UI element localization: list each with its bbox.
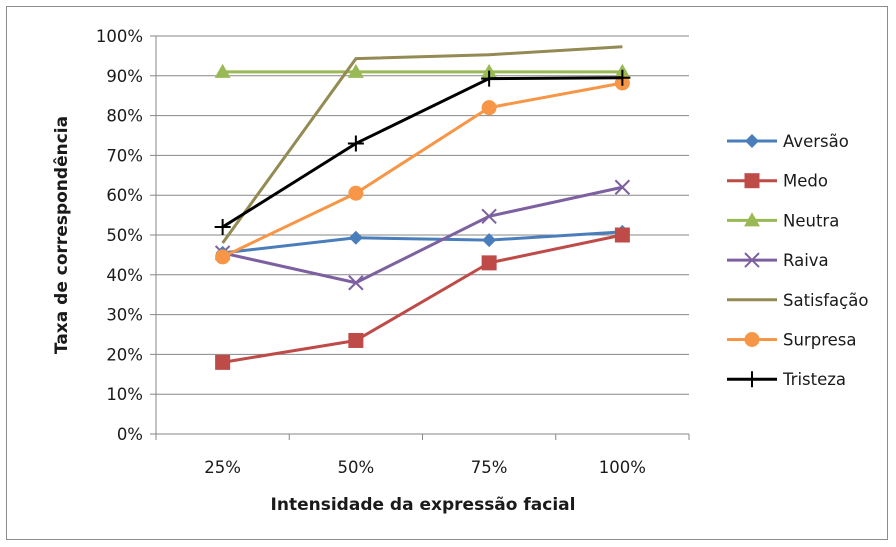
chart-frame: 0% 10% 20% 30% 40% 50% 60% 70% 80% 90% 100% 25% 50% 7…	[6, 6, 888, 540]
legend-item-raiva: Raiva	[727, 251, 829, 270]
data-point-medo	[481, 255, 497, 271]
data-point-raiva	[481, 208, 497, 225]
x-axis-title: Intensidade da expressão facial	[271, 495, 576, 515]
y-tick-label: 20%	[106, 345, 143, 364]
data-point-raiva	[348, 275, 364, 291]
legend-item-neutra: Neutra	[727, 211, 839, 230]
data-point-neutra	[347, 63, 364, 78]
data-point-raiva	[614, 179, 631, 195]
data-point-tristeza	[347, 135, 364, 152]
series-line-raiva	[222, 185, 623, 285]
data-point-medo	[614, 227, 630, 243]
series-line-tristeza	[221, 76, 623, 229]
data-point-tristeza	[481, 70, 498, 87]
series-medo	[215, 227, 630, 370]
data-point-tristeza	[614, 69, 631, 86]
y-tick-label: 50%	[106, 226, 143, 245]
data-point-surpresa	[348, 185, 364, 201]
series-satisfacao	[221, 45, 623, 244]
y-tick-label: 70%	[106, 146, 143, 165]
line-chart: 0% 10% 20% 30% 40% 50% 60% 70% 80% 90% 100% 25% 50% 7…	[52, 27, 868, 515]
data-point-neutra	[214, 63, 231, 78]
axes: 0% 10% 20% 30% 40% 50% 60% 70% 80% 90% 100% 25% 50% 7…	[96, 27, 690, 477]
y-tick-label: 0%	[117, 425, 143, 444]
legend-item-tristeza: Tristeza	[727, 370, 846, 389]
y-tick-label: 30%	[106, 306, 143, 325]
data-point-aversao	[348, 230, 363, 245]
legend-label-medo: Medo	[783, 172, 828, 191]
legend-marker-tristeza	[744, 371, 760, 388]
legend-item-medo: Medo	[727, 172, 828, 191]
legend-marker-raiva	[744, 252, 760, 268]
legend-label-tristeza: Tristeza	[782, 370, 846, 389]
legend-item-satisfacao: Satisfação	[727, 291, 868, 310]
legend-marker-neutra	[744, 212, 760, 227]
series-line-medo	[222, 233, 623, 364]
x-tick-label: 75%	[471, 458, 508, 477]
grid-lines	[156, 35, 689, 395]
legend-label-raiva: Raiva	[783, 251, 829, 270]
y-tick-label: 10%	[106, 385, 143, 404]
y-tick-label: 80%	[106, 107, 143, 126]
series-tristeza	[214, 69, 631, 236]
series-lines	[214, 45, 631, 370]
data-point-surpresa	[215, 249, 231, 265]
series-line-satisfacao	[221, 45, 623, 244]
x-tick-label: 25%	[204, 458, 241, 477]
data-point-tristeza	[214, 219, 231, 236]
legend-label-satisfacao: Satisfação	[783, 291, 868, 310]
y-tick-label: 40%	[106, 266, 143, 285]
data-point-surpresa	[481, 100, 497, 116]
y-axis-title: Taxa de correspondência	[52, 116, 72, 354]
series-line-surpresa	[221, 81, 623, 259]
data-point-medo	[348, 332, 364, 348]
legend-label-neutra: Neutra	[783, 211, 839, 230]
data-point-medo	[215, 354, 231, 370]
data-point-aversao	[482, 233, 497, 248]
legend-label-surpresa: Surpresa	[783, 331, 856, 350]
legend-marker-aversao	[745, 134, 759, 148]
y-tick-label: 60%	[106, 186, 143, 205]
legend-marker-surpresa	[744, 332, 760, 347]
legend-marker-medo	[744, 173, 760, 189]
y-tick-label: 90%	[106, 67, 143, 86]
legend-item-aversao: Aversão	[727, 132, 849, 151]
x-tick-label: 100%	[599, 458, 646, 477]
x-tick-label: 50%	[338, 458, 375, 477]
y-tick-label: 100%	[96, 27, 143, 46]
series-line-aversao	[222, 230, 623, 255]
legend-label-aversao: Aversão	[783, 132, 849, 151]
legend-item-surpresa: Surpresa	[727, 331, 856, 350]
legend: Aversão Medo Neutra Raiva Satisfação Surpresa…	[727, 132, 868, 389]
